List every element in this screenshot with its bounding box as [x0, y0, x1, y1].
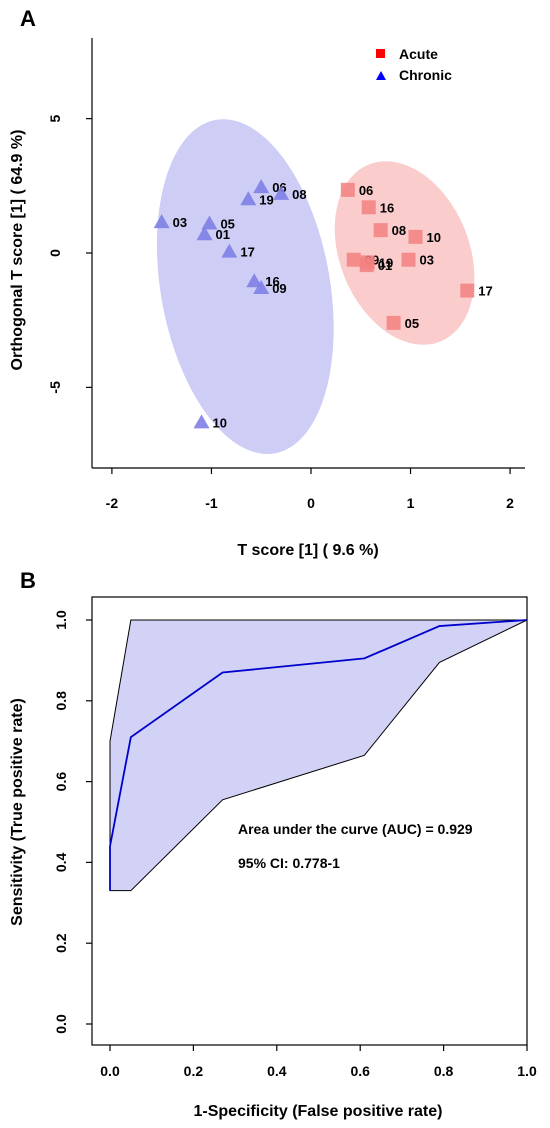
chronic-point-label-16: 16: [265, 274, 279, 289]
acute-point-09: [346, 252, 361, 267]
acute-point-label-17: 17: [478, 284, 492, 299]
chronic-point-label-17: 17: [240, 245, 254, 260]
panel-b-x-tick-label: 0.4: [267, 1063, 287, 1079]
panel-a-y-tick-label: -5: [47, 381, 63, 394]
chronic-point-label-08: 08: [292, 187, 306, 202]
ci-band-group: [109, 619, 528, 892]
panel-b-y-axis-title: Sensitivity (True positive rate): [9, 698, 26, 926]
panel-a-x-axis-title: T score [1] ( 9.6 %): [237, 542, 378, 559]
legend-chronic-swatch: [376, 71, 386, 80]
auc-annotation: Area under the curve (AUC) = 0.929: [238, 821, 473, 837]
acute-point-16: [361, 200, 376, 215]
chronic-point-label-01: 01: [215, 227, 229, 242]
scatter-points: 0616081009190103170506190803050117160910: [153, 179, 493, 430]
acute-point-10: [408, 229, 423, 244]
panel-b-y-tick-label: 1.0: [53, 610, 69, 630]
chronic-point-10: [193, 414, 210, 429]
chronic-point-label-03: 03: [173, 215, 187, 230]
legend-acute-swatch: [376, 49, 385, 58]
roc-curve-group: [109, 619, 528, 891]
panel-b-x-tick-label: 0.6: [350, 1063, 370, 1079]
acute-point-label-16: 16: [380, 200, 394, 215]
panel-b-letter: B: [20, 568, 36, 593]
panel-b-y-tick-label: 0.4: [53, 852, 69, 872]
ci-annotation: 95% CI: 0.778-1: [238, 855, 340, 871]
legend: Acute Chronic: [376, 46, 452, 83]
chronic-point-17: [221, 243, 238, 258]
panel-a-letter: A: [20, 6, 36, 31]
acute-point-label-10: 10: [427, 230, 441, 245]
acute-point-06: [340, 182, 355, 197]
chronic-point-label-09: 09: [272, 281, 286, 296]
panel-b-plot-frame: [91, 596, 528, 1046]
panel-a-x-tick-label: -1: [205, 495, 218, 511]
acute-point-label-19: 19: [379, 255, 393, 270]
acute-point-label-06: 06: [359, 183, 373, 198]
acute-point-label-05: 05: [405, 316, 419, 331]
acute-point-label-03: 03: [420, 253, 434, 268]
panel-a-x-tick-label: 0: [307, 495, 315, 511]
panel-a-y-tick-label: 0: [47, 249, 63, 257]
chronic-point-label-10: 10: [212, 415, 226, 430]
panel-b-x-axis-title: 1-Specificity (False positive rate): [194, 1103, 443, 1120]
panel-a-x-tick-label: 2: [506, 495, 514, 511]
panel-b-y-tick-label: 0.2: [53, 933, 69, 953]
acute-point-17: [460, 283, 475, 298]
panel-a-axes: -2 -1 0 1 2-505: [47, 38, 525, 511]
acute-point-08: [373, 223, 388, 238]
group-ellipses: [156, 119, 475, 454]
acute-point-label-08: 08: [392, 223, 406, 238]
chronic-point-19: [240, 191, 257, 206]
legend-chronic-label: Chronic: [399, 67, 452, 83]
panel-b-x-tick-label: 0.2: [184, 1063, 204, 1079]
chronic-point-06: [253, 179, 270, 194]
acute-point-05: [386, 315, 401, 330]
chronic-point-label-05: 05: [220, 216, 234, 231]
chronic-confidence-ellipse: [156, 119, 334, 454]
panel-a: A 06160810091901031705061908030501171609…: [9, 6, 525, 559]
panel-a-x-tick-label: 1: [407, 495, 415, 511]
panel-b-x-tick-label: 0.0: [100, 1063, 120, 1079]
chronic-point-01: [196, 226, 213, 241]
chronic-point-09: [253, 279, 270, 294]
panel-b-x-tick-label: 1.0: [517, 1063, 537, 1079]
panel-a-y-tick-label: 5: [47, 115, 63, 123]
panel-a-y-axis-title: Orthogonal T score [1] ( 64.9 %): [9, 130, 26, 371]
chronic-point-16: [246, 273, 263, 288]
panel-b-y-tick-label: 0.6: [53, 772, 69, 792]
panel-b-x-tick-label: 0.8: [434, 1063, 454, 1079]
chronic-point-label-19: 19: [259, 192, 273, 207]
panel-b-y-tick-label: 0.0: [53, 1014, 69, 1034]
panel-b-axes: 0.0 0.2 0.4 0.6 0.8 1.0 0.0 0.2 0.4 0.6 0.8 1.0: [53, 596, 537, 1079]
panel-a-x-tick-label: -2: [106, 495, 119, 511]
acute-point-01: [359, 258, 374, 273]
roc-confidence-band: [109, 619, 528, 892]
panel-b-y-tick-label: 0.8: [53, 691, 69, 711]
chronic-point-03: [153, 214, 170, 229]
acute-point-03: [401, 252, 416, 267]
panel-b: B 0.0 0.2 0.4 0.6 0.8 1.0 0.0 0.2 0.4 0.6 0.8 1.0 A…: [9, 568, 537, 1120]
chronic-point-05: [201, 215, 218, 230]
legend-acute-label: Acute: [399, 46, 438, 62]
roc-curve-line: [109, 619, 528, 891]
chronic-point-08: [273, 185, 290, 200]
acute-point-label-01: 01: [378, 258, 392, 273]
